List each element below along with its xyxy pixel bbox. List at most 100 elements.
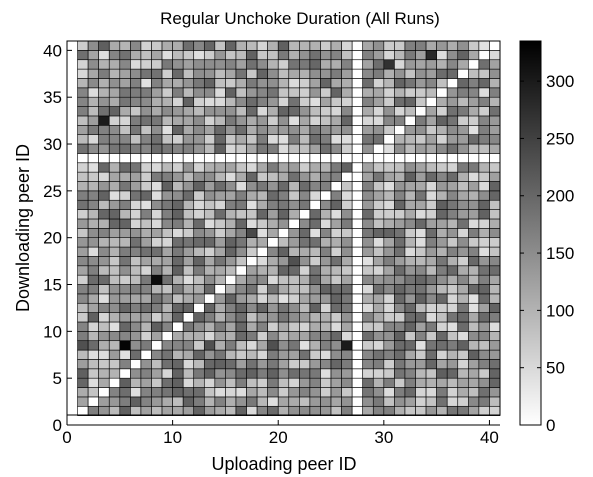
heatmap-cell — [161, 284, 173, 295]
heatmap-cell — [87, 302, 99, 313]
heatmap-cell — [404, 256, 416, 267]
heatmap-cell — [404, 265, 416, 276]
heatmap-cell — [404, 78, 416, 89]
heatmap-cell — [225, 312, 237, 323]
heatmap-cell — [140, 302, 152, 313]
heatmap-cell — [478, 302, 490, 313]
heatmap-cell — [394, 181, 406, 192]
heatmap-cell — [457, 331, 469, 342]
heatmap-cell — [87, 115, 99, 126]
heatmap-cell — [235, 78, 247, 89]
heatmap-cell — [341, 87, 353, 98]
heatmap-cell — [341, 96, 353, 107]
heatmap-cell — [489, 124, 501, 135]
heatmap-cell — [436, 209, 448, 220]
heatmap-cell — [383, 190, 395, 201]
heatmap-cell — [108, 321, 121, 332]
heatmap-cell — [256, 321, 268, 332]
heatmap-cell — [140, 59, 152, 70]
heatmap-cell — [161, 293, 173, 304]
heatmap-cell — [119, 218, 131, 229]
heatmap-cell — [299, 190, 311, 201]
heatmap-cell — [140, 265, 152, 276]
heatmap-cell — [372, 59, 385, 70]
heatmap-cell — [151, 209, 163, 220]
heatmap-cell — [362, 162, 374, 173]
heatmap-cell — [98, 96, 110, 107]
heatmap-cell — [267, 171, 279, 182]
heatmap-cell — [108, 331, 121, 342]
heatmap-cell — [98, 237, 110, 248]
heatmap-cell — [214, 143, 226, 154]
heatmap-cell — [256, 87, 268, 98]
heatmap-cell — [394, 359, 406, 370]
heatmap-cell — [489, 256, 501, 267]
heatmap-cell — [468, 349, 480, 360]
heatmap-cell — [214, 199, 226, 210]
heatmap-cell — [383, 134, 395, 145]
heatmap-cell — [415, 171, 427, 182]
heatmap-cell — [119, 124, 131, 135]
heatmap-cell — [277, 199, 290, 210]
heatmap-cell — [140, 40, 152, 51]
heatmap-cell — [436, 293, 448, 304]
colorbar — [519, 40, 542, 426]
heatmap-cell — [436, 340, 448, 351]
heatmap-cell — [436, 321, 448, 332]
heatmap-cell — [193, 228, 205, 238]
heatmap-cell — [489, 115, 501, 126]
heatmap-cell — [362, 274, 374, 285]
heatmap-cell — [394, 246, 406, 257]
heatmap-cell — [267, 312, 279, 323]
heatmap-cell — [478, 218, 490, 229]
heatmap-cell — [394, 106, 406, 117]
heatmap-cell — [161, 246, 173, 257]
heatmap-cell — [415, 115, 427, 126]
heatmap-cell — [478, 349, 490, 360]
heatmap-cell — [225, 377, 237, 388]
heatmap-cell — [288, 228, 300, 238]
heatmap-cell — [235, 181, 247, 192]
heatmap-cell — [362, 312, 374, 323]
heatmap-cell — [351, 284, 364, 295]
heatmap-cell — [172, 40, 184, 51]
heatmap-cell — [235, 134, 247, 145]
heatmap-cell — [330, 340, 342, 351]
heatmap-cell — [98, 143, 110, 154]
colorbar-tick-label: 150 — [546, 244, 574, 263]
heatmap-cell — [235, 274, 247, 285]
heatmap-cell — [394, 59, 406, 70]
heatmap-cell — [277, 293, 290, 304]
heatmap-cell — [446, 274, 459, 285]
heatmap-cell — [288, 78, 300, 89]
heatmap-cell — [225, 96, 237, 107]
heatmap-cell — [87, 199, 99, 210]
heatmap-cell — [214, 321, 226, 332]
heatmap-cell — [299, 153, 311, 164]
heatmap-cell — [77, 68, 89, 79]
heatmap-cell — [193, 284, 205, 295]
heatmap-cell — [330, 171, 342, 182]
heatmap-cell — [235, 171, 247, 182]
heatmap-cell — [130, 78, 142, 89]
heatmap-cell — [478, 312, 490, 323]
heatmap-cell — [235, 387, 247, 398]
heatmap-cell — [98, 256, 110, 267]
heatmap-cell — [394, 50, 406, 61]
heatmap-cell — [425, 377, 437, 388]
heatmap-cell — [225, 153, 237, 164]
heatmap-cell — [108, 190, 121, 201]
heatmap-cell — [436, 199, 448, 210]
heatmap-cell — [330, 209, 342, 220]
heatmap-cell — [87, 349, 99, 360]
heatmap-cell — [277, 162, 290, 173]
heatmap-cell — [161, 190, 173, 201]
heatmap-cell — [119, 153, 131, 164]
heatmap-cell — [468, 162, 480, 173]
heatmap-cell — [436, 387, 448, 398]
heatmap-cell — [309, 405, 321, 416]
heatmap-cell — [87, 331, 99, 342]
heatmap-cell — [468, 387, 480, 398]
heatmap-cell — [415, 199, 427, 210]
